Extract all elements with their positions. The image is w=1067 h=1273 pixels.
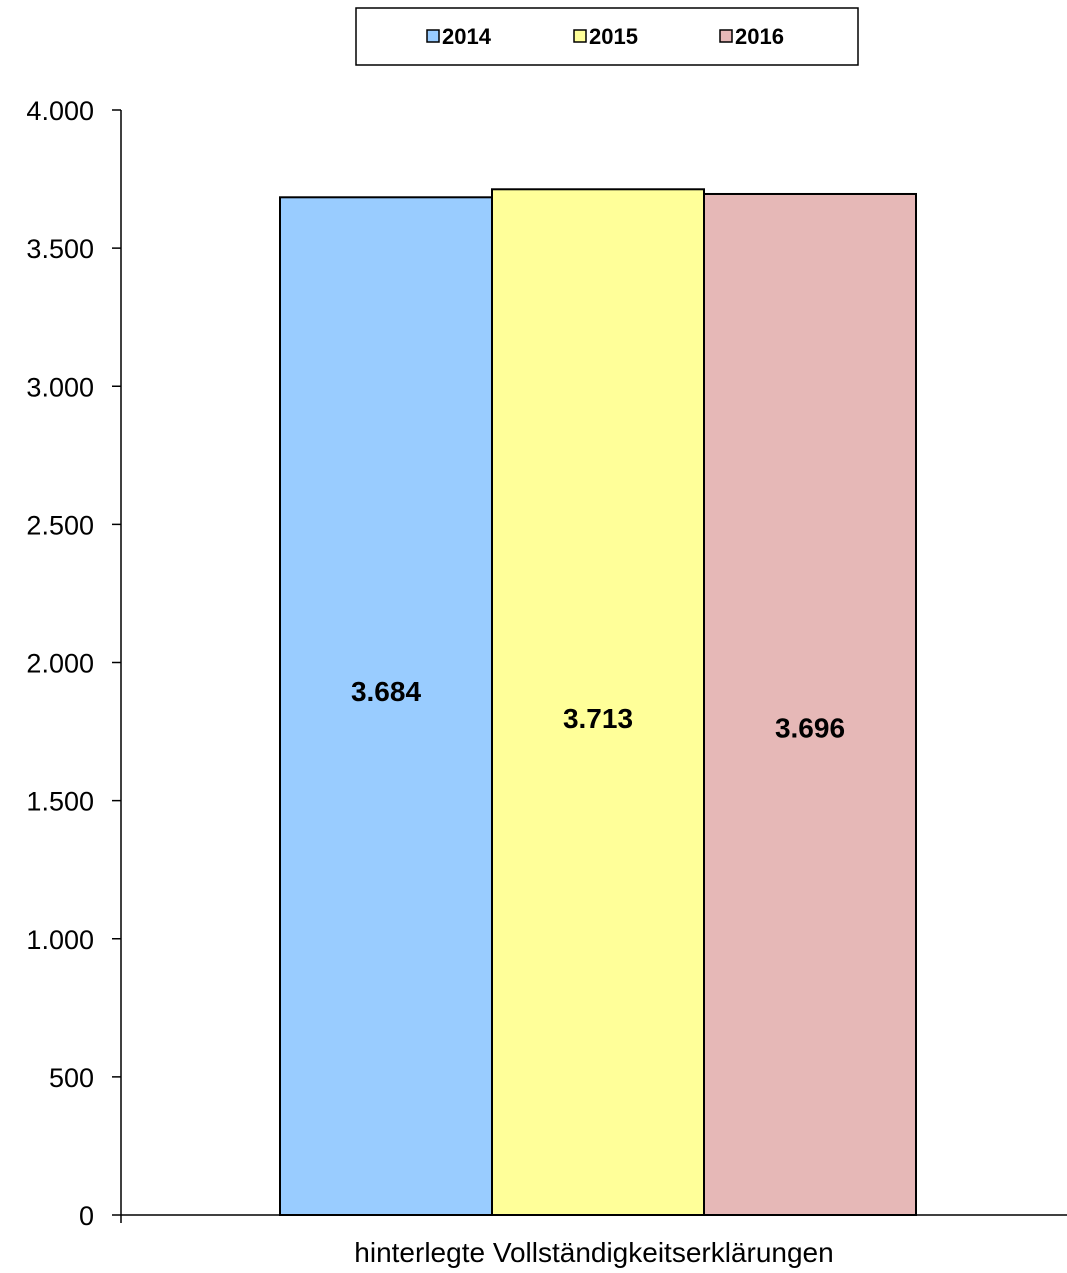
bars: 3.684 3.713 3.696 (279, 188, 917, 1217)
legend: 2014 2015 2016 (355, 7, 859, 66)
legend-swatch-2015 (573, 29, 587, 43)
x-axis: hinterlegte Vollständigkeitserklärungen (121, 1214, 1067, 1268)
legend-label-2014: 2014 (442, 24, 492, 49)
x-category-label: hinterlegte Vollständigkeitserklärungen (354, 1237, 833, 1268)
y-tick-label: 2.500 (26, 510, 94, 540)
y-tick-label: 3.000 (26, 372, 94, 402)
y-tick-label: 1.500 (26, 787, 94, 817)
legend-swatch-2014 (426, 29, 440, 43)
legend-label-2015: 2015 (589, 24, 638, 49)
bar-2016 (703, 192, 917, 1217)
bar-2014 (279, 196, 493, 1217)
legend-label-2016: 2016 (735, 24, 784, 49)
y-tick-label: 4.000 (26, 96, 94, 126)
y-axis: 0 500 1.000 1.500 2.000 2.500 3.000 3.500 4.000 (26, 96, 122, 1231)
y-tick-label: 0 (79, 1201, 94, 1231)
y-tick-label: 500 (49, 1063, 94, 1093)
bar-2015 (491, 188, 705, 1217)
y-tick-label: 1.000 (26, 925, 94, 955)
y-tick-label: 3.500 (26, 234, 94, 264)
y-tick-label: 2.000 (26, 649, 94, 679)
bar-value-label-2015: 3.713 (563, 703, 633, 734)
bar-value-label-2014: 3.684 (351, 676, 421, 707)
bar-value-label-2016: 3.696 (775, 712, 845, 743)
legend-swatch-2016 (719, 29, 733, 43)
